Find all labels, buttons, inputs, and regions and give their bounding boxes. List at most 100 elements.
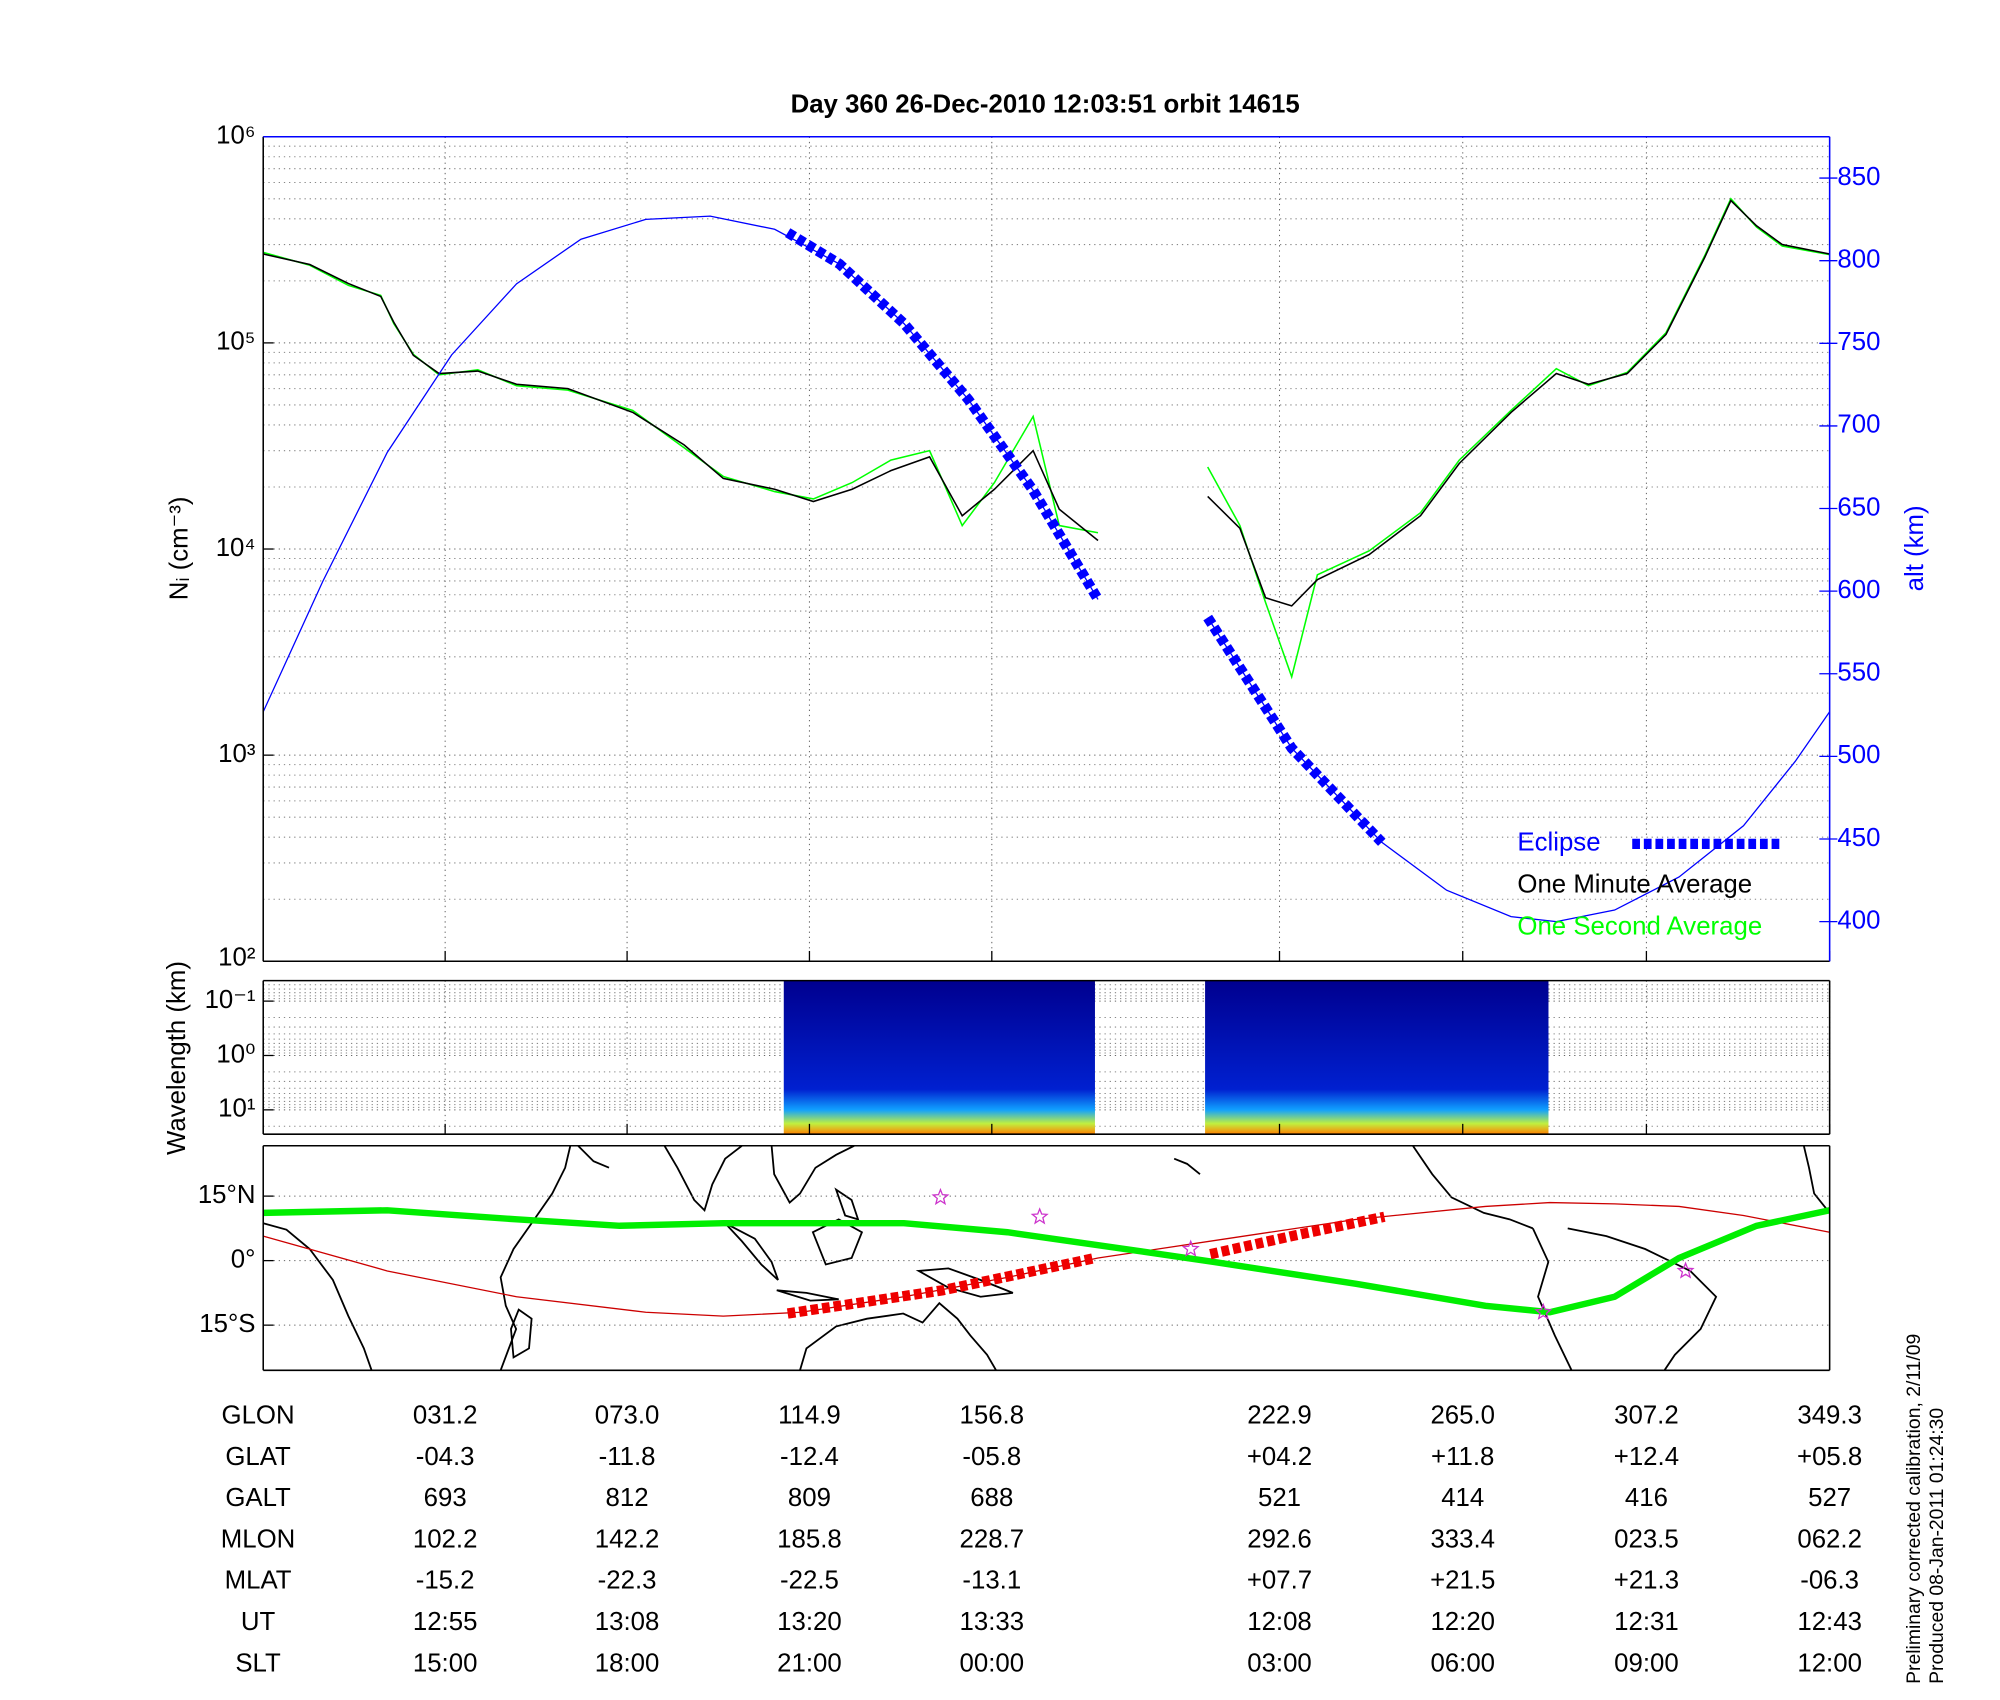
y-tick-label: 10⁵: [216, 328, 255, 356]
coastline: [834, 1187, 860, 1221]
table-cell: +04.2: [1247, 1443, 1312, 1471]
table-cell: 073.0: [595, 1402, 660, 1430]
y2-tick-label: 400: [1837, 906, 1880, 934]
coastline: [1173, 1157, 1201, 1175]
line: [263, 199, 1830, 607]
table-cell: 416: [1625, 1484, 1668, 1512]
coastline: [799, 1301, 997, 1371]
y2-tick-label: 700: [1837, 411, 1880, 439]
y-tick-label: 10⁴: [216, 534, 256, 562]
legend-label: Eclipse: [1517, 829, 1600, 857]
table-row-label: MLAT: [225, 1567, 292, 1595]
table-cell: +21.5: [1430, 1567, 1495, 1595]
table-cell: 222.9: [1247, 1402, 1312, 1430]
table-cell: 307.2: [1614, 1402, 1679, 1430]
table-cell: 12:55: [413, 1608, 478, 1636]
table-cell: 812: [606, 1484, 649, 1512]
table-cell: 414: [1441, 1484, 1484, 1512]
y-tick-label: 0°: [231, 1245, 256, 1273]
table-cell: 12:43: [1797, 1608, 1862, 1636]
table-cell: +12.4: [1614, 1443, 1679, 1471]
table-cell: 13:20: [777, 1608, 842, 1636]
y-tick-label: 10³: [218, 740, 256, 768]
table-cell: 349.3: [1797, 1402, 1862, 1430]
coastlines: [263, 1145, 1830, 1371]
coastline: [770, 1145, 855, 1204]
table-cell: 527: [1808, 1484, 1851, 1512]
y-axis-label: Nᵢ (cm⁻³): [165, 497, 193, 601]
table-cell: -12.4: [780, 1443, 839, 1471]
table-cell: 09:00: [1614, 1649, 1679, 1677]
table-cell: 156.8: [960, 1402, 1025, 1430]
table-row-label: MLON: [221, 1525, 296, 1553]
spectrogram-segment: [783, 980, 1095, 1135]
y-tick-label: 10⁶: [216, 122, 255, 150]
table-cell: 693: [424, 1484, 467, 1512]
coastline: [577, 1145, 610, 1169]
table-cell: 062.2: [1797, 1525, 1862, 1553]
table-cell: 12:31: [1614, 1608, 1679, 1636]
table-cell: 023.5: [1614, 1525, 1679, 1553]
table-cell: 00:00: [960, 1649, 1025, 1677]
table-cell: 12:00: [1797, 1649, 1862, 1677]
table-row-label: GLON: [222, 1402, 295, 1430]
coastline: [1802, 1145, 1830, 1214]
table-cell: 142.2: [595, 1525, 660, 1553]
table-cell: +05.8: [1797, 1443, 1862, 1471]
star-marker: [1181, 1239, 1200, 1257]
coastline: [776, 1289, 839, 1302]
table-cell: 06:00: [1430, 1649, 1495, 1677]
table-cell: 333.4: [1430, 1525, 1495, 1553]
table-cell: 12:08: [1247, 1608, 1312, 1636]
table-row-label: UT: [241, 1608, 276, 1636]
side-note: Preliminary corrected calibration, 2/11/…: [1903, 1334, 1925, 1684]
line: [263, 1201, 1830, 1317]
table-cell: +07.7: [1247, 1567, 1312, 1595]
table-cell: 031.2: [413, 1402, 478, 1430]
table-cell: 688: [970, 1484, 1013, 1512]
y2-tick-label: 500: [1837, 741, 1880, 769]
y2-tick-label: 550: [1837, 659, 1880, 687]
y2-tick-label: 850: [1837, 163, 1880, 191]
panel: [263, 980, 1831, 1135]
table-cell: -15.2: [416, 1567, 475, 1595]
table-cell: 809: [788, 1484, 831, 1512]
table-cell: 03:00: [1247, 1649, 1312, 1677]
table-cell: -11.8: [599, 1443, 656, 1471]
table-cell: 102.2: [413, 1525, 478, 1553]
y-axis-label: Wavelength (km): [163, 961, 191, 1155]
star-marker: [1676, 1261, 1695, 1279]
panel: [263, 1187, 1830, 1326]
line: [263, 197, 1830, 680]
table-cell: 521: [1258, 1484, 1301, 1512]
table-cell: -04.3: [416, 1443, 475, 1471]
y-tick-label: 10⁰: [216, 1040, 255, 1068]
y2-axis-label: alt (km): [1901, 505, 1929, 591]
table-row-label: SLT: [235, 1649, 281, 1677]
table-cell: 18:00: [595, 1649, 660, 1677]
dashed-line: [786, 1211, 1386, 1319]
coastline: [510, 1308, 533, 1359]
table-row-label: GLAT: [225, 1443, 291, 1471]
coastline: [263, 1222, 373, 1371]
y-tick-label: 15°N: [198, 1181, 256, 1209]
table-cell: +21.3: [1614, 1567, 1679, 1595]
table-cell: 265.0: [1430, 1402, 1495, 1430]
coastline: [1412, 1145, 1534, 1230]
table-cell: -05.8: [962, 1443, 1021, 1471]
table-cell: +11.8: [1431, 1443, 1494, 1471]
side-note: Produced 08-Jan-2011 01:24:30: [1926, 1408, 1948, 1684]
y-tick-label: 10¹: [218, 1095, 256, 1123]
line: [263, 215, 1830, 923]
table-cell: 185.8: [777, 1525, 842, 1553]
figure-content: Day 360 26-Dec-2010 12:03:51 orbit 14615…: [163, 91, 1948, 1684]
table-cell: 21:00: [777, 1649, 842, 1677]
table-cell: -13.1: [962, 1567, 1021, 1595]
table-cell: 292.6: [1247, 1525, 1312, 1553]
line: [263, 1207, 1830, 1316]
y-tick-label: 15°S: [199, 1310, 255, 1338]
star-marker: [1534, 1302, 1553, 1320]
table-cell: -22.3: [598, 1567, 657, 1595]
table-cell: 13:08: [595, 1608, 660, 1636]
y2-tick-label: 600: [1837, 576, 1880, 604]
